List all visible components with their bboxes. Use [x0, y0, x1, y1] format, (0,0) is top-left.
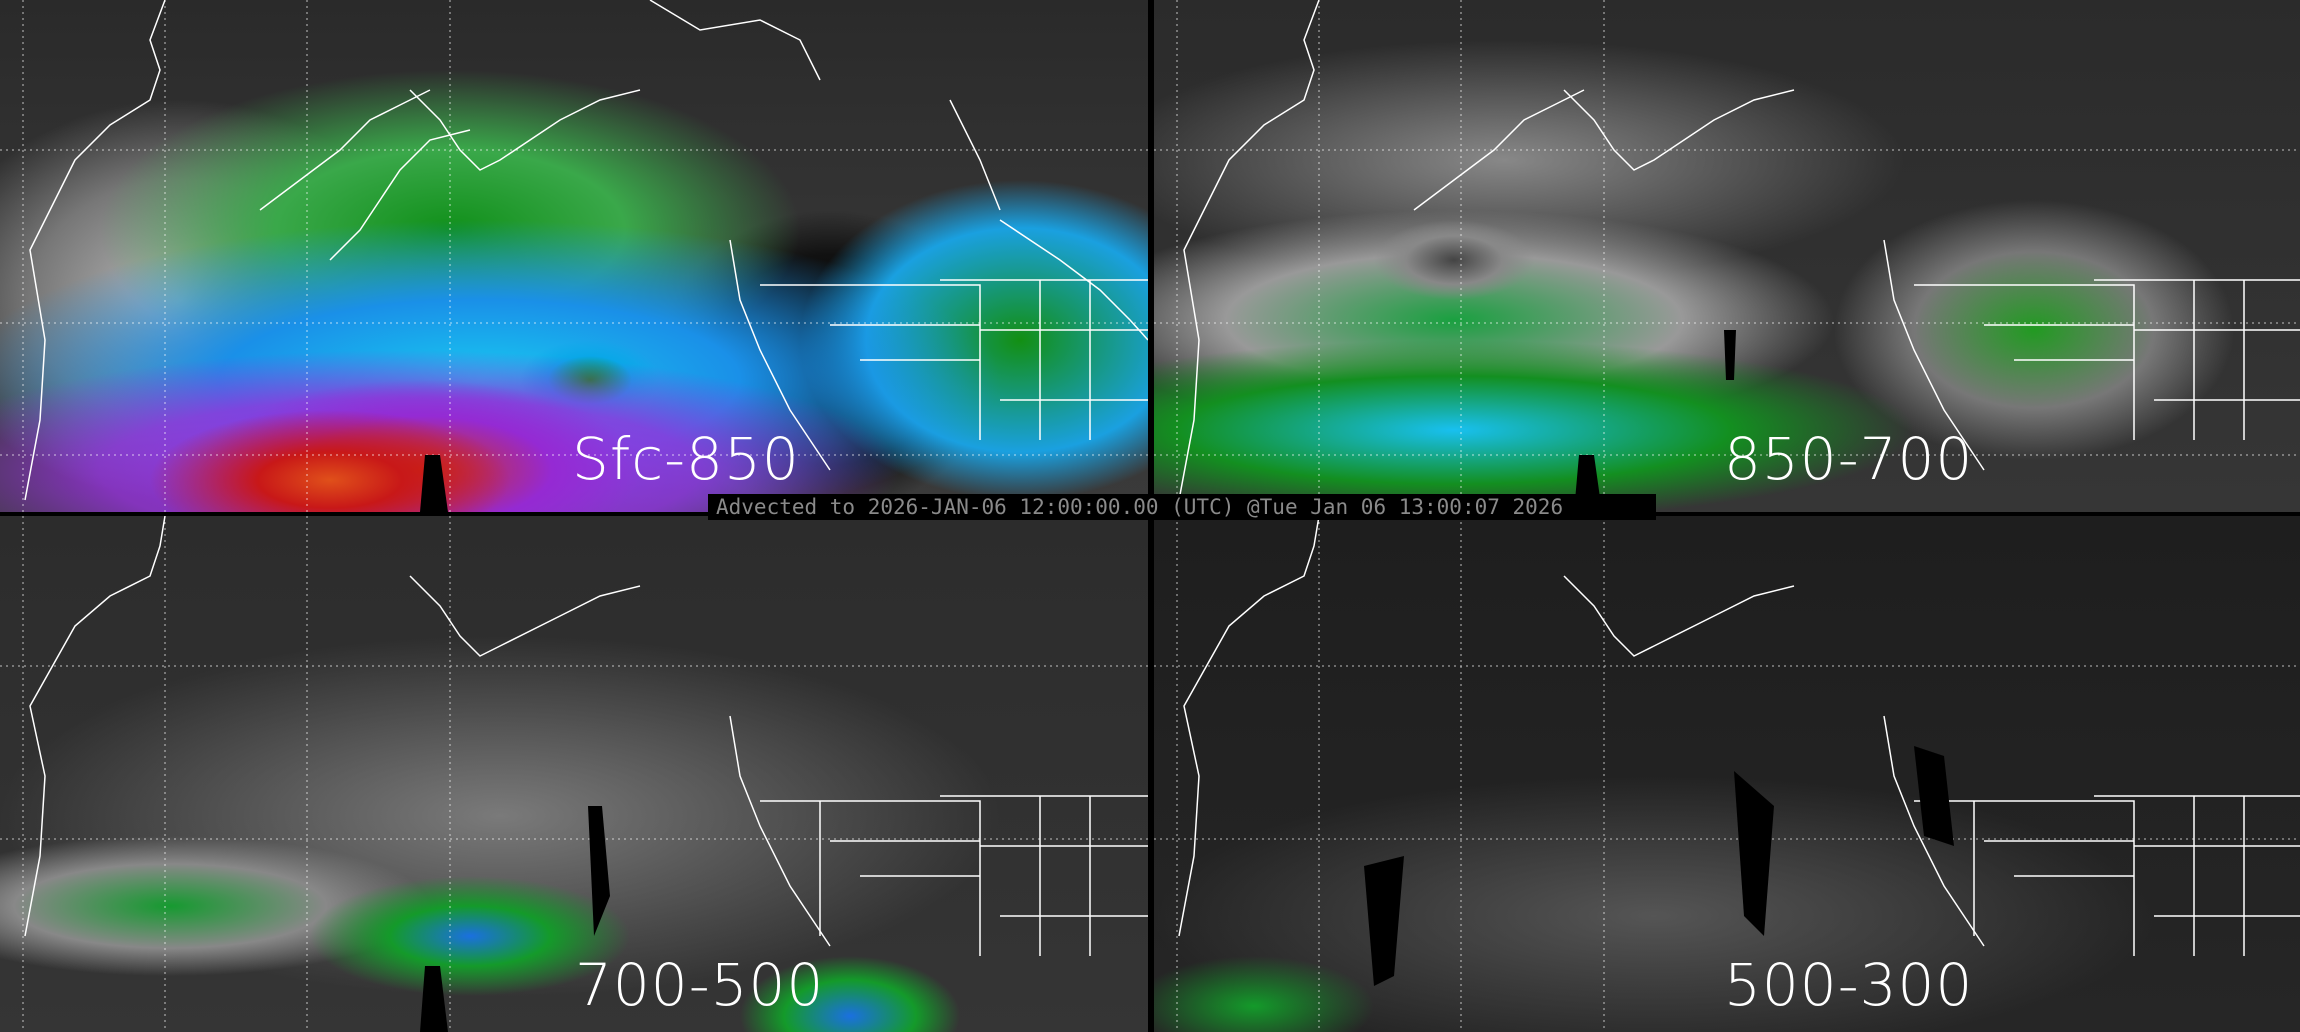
panel-850-700: 850-700	[1154, 0, 2300, 512]
panel-label: 500-300	[1724, 951, 1974, 1019]
panel-500-300: 500-300	[1154, 516, 2300, 1032]
panel-sfc-850: Sfc-850	[0, 0, 1148, 512]
timestamp-caption: Advected to 2026-JAN-06 12:00:00.00 (UTC…	[708, 494, 1656, 520]
panel-label: 700-500	[575, 951, 825, 1019]
panel-label: 850-700	[1724, 425, 1974, 493]
panel-700-500: 700-500	[0, 516, 1148, 1032]
map-overlay	[0, 516, 1148, 1032]
panel-label: Sfc-850	[572, 425, 800, 493]
